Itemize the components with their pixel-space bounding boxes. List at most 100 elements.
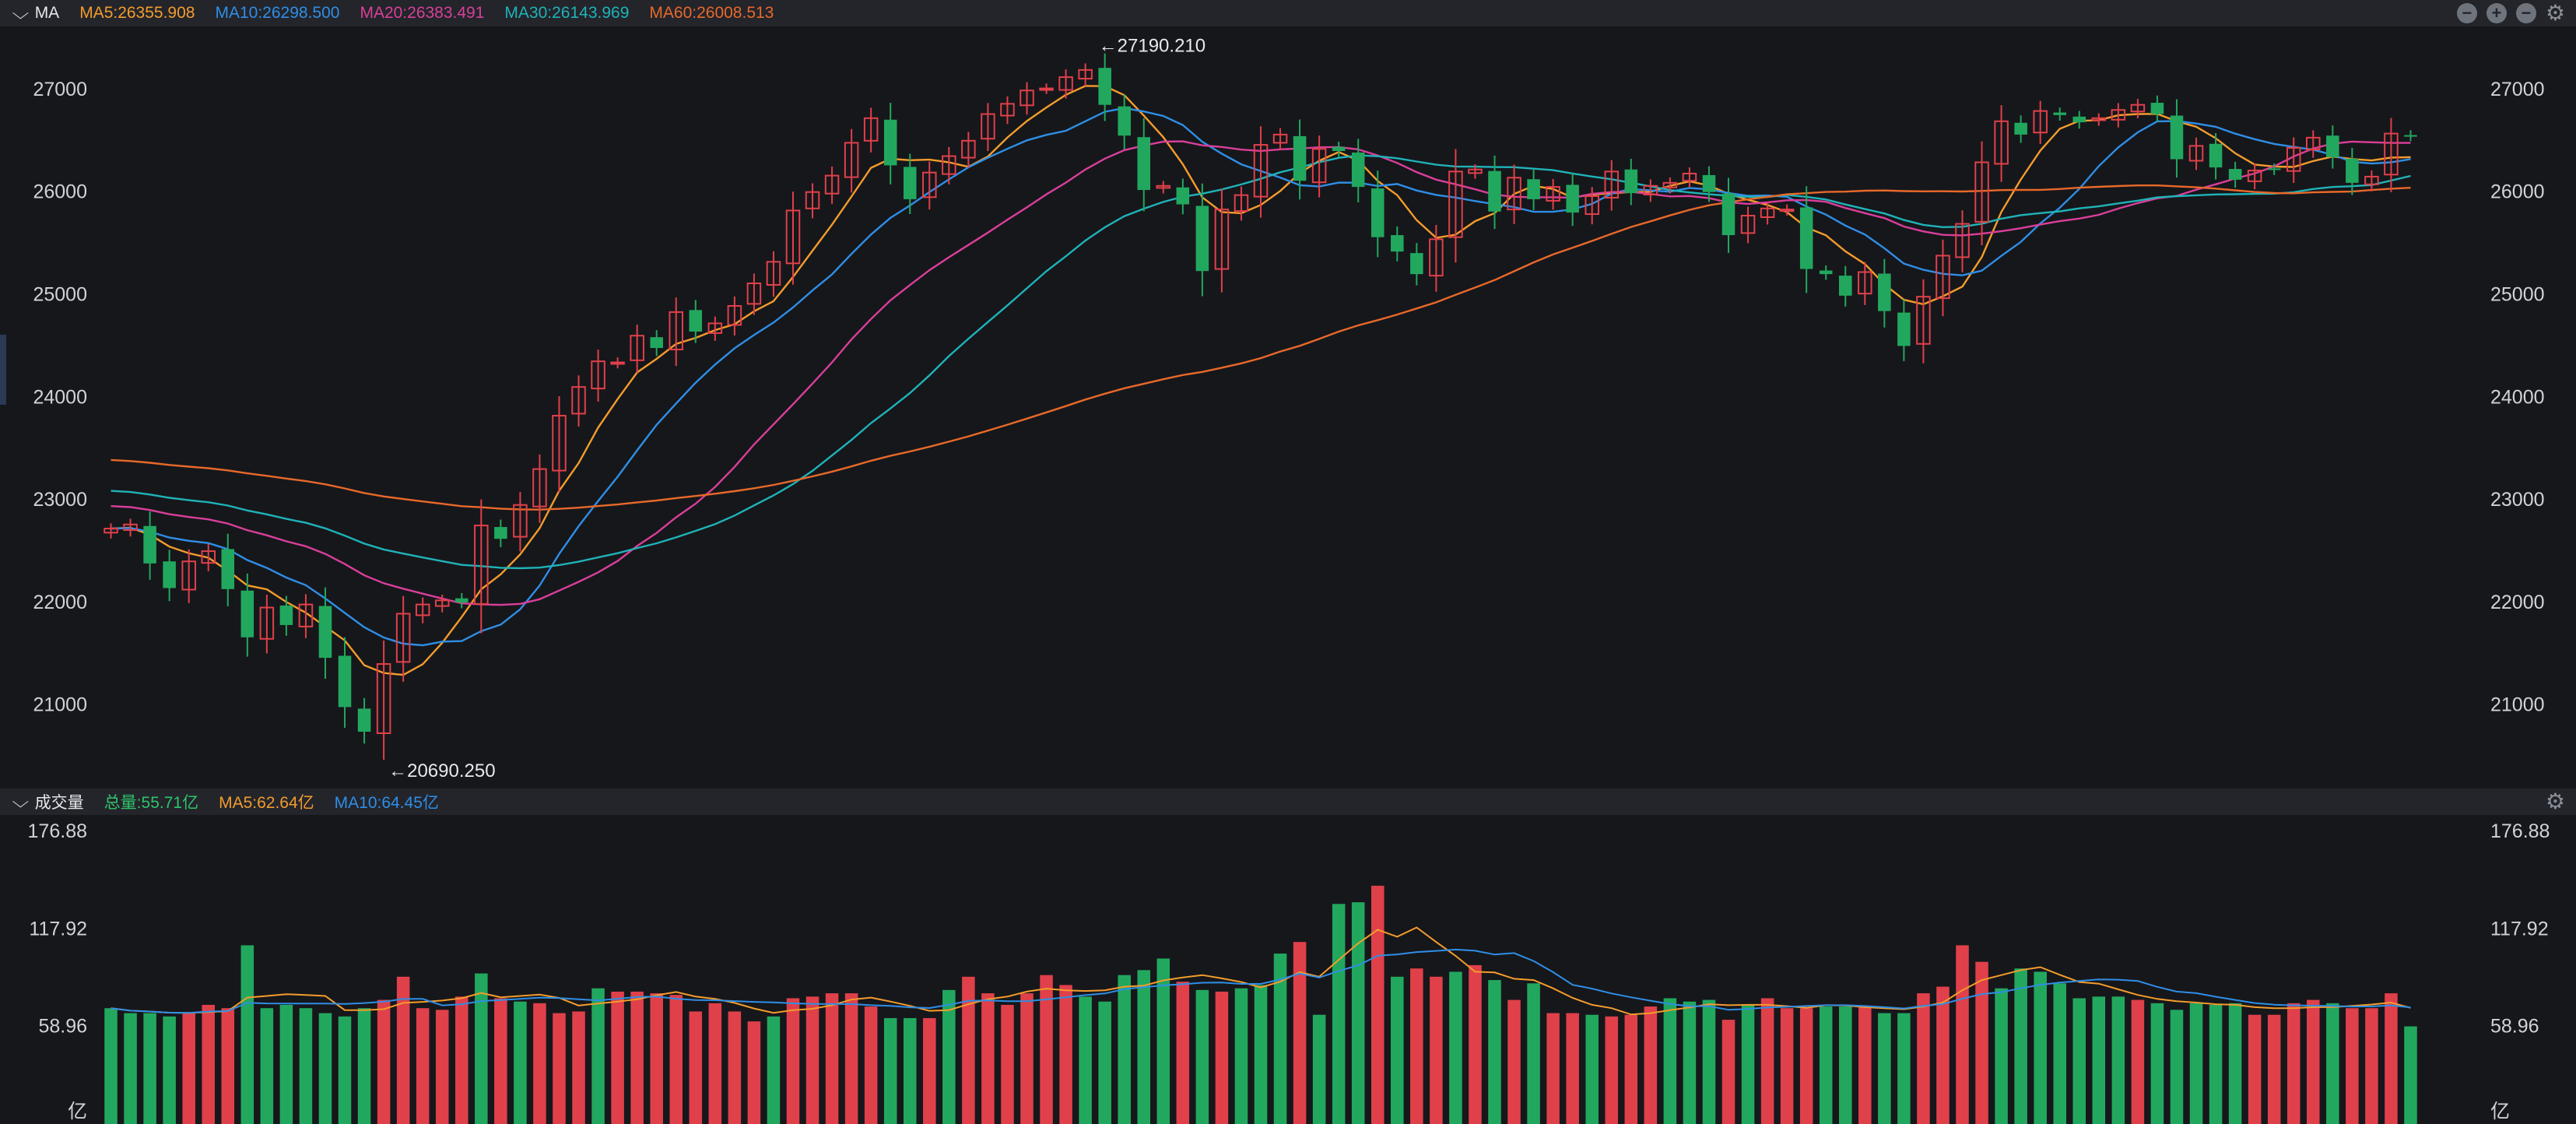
candle-body-down: [1410, 253, 1423, 275]
volume-bars: [104, 885, 2417, 1124]
candle-body-up: [1000, 103, 1015, 117]
volume-bar: [650, 993, 663, 1124]
candle-body-down: [1878, 273, 1891, 311]
candle-body-up: [961, 139, 976, 159]
volume-bar: [163, 1016, 176, 1124]
volume-title[interactable]: 成交量: [34, 794, 84, 812]
volume-bar: [2189, 1003, 2203, 1124]
candle-body-up: [1682, 172, 1697, 182]
candle-body-up: [415, 603, 430, 616]
candle-body-up: [2364, 175, 2379, 185]
volume-bar: [357, 1008, 371, 1124]
volume-bar: [923, 1017, 936, 1124]
candle-body-up: [669, 311, 684, 351]
volume-bar: [2365, 1008, 2378, 1124]
volume-tick-right: 58.96: [2490, 1016, 2539, 1038]
candle-body-up: [1020, 90, 1034, 107]
candle-body-down: [163, 561, 176, 588]
volume-bar: [1079, 996, 1092, 1124]
collapse-icon[interactable]: −: [2456, 3, 2477, 23]
volume-bar: [1644, 1006, 1658, 1124]
candle-body-up: [2111, 109, 2126, 121]
volume-tick-right: 117.92: [2490, 918, 2549, 940]
volume-bar: [1430, 976, 1443, 1124]
volume-tick-left: 117.92: [29, 918, 87, 940]
volume-bar: [338, 1016, 352, 1124]
indicator-title[interactable]: MA: [34, 4, 60, 22]
volume-bar: [2034, 971, 2047, 1124]
volume-bar: [1293, 942, 1307, 1124]
volume-bar: [2072, 998, 2086, 1124]
volume-bar: [2053, 983, 2066, 1124]
candle-body-down: [1527, 179, 1540, 199]
zoom-out-icon[interactable]: −: [2515, 3, 2536, 23]
volume-bar: [435, 1010, 449, 1124]
volume-bar: [2326, 1003, 2339, 1124]
candle-body-up: [2091, 117, 2107, 121]
candle-body-up: [2384, 132, 2399, 176]
volume-bar: [2286, 1003, 2301, 1124]
price-axis: 27000 27000 26000 26000 25000 25000 24000 24000…: [33, 79, 2544, 716]
volume-bar: [2111, 996, 2125, 1124]
legend-vol-ma5: MA5:62.64亿: [219, 794, 314, 812]
volume-bar: [1546, 1013, 1560, 1124]
candle-body-down: [279, 605, 293, 625]
volume-bar: [1332, 904, 1346, 1124]
volume-bar: [1799, 1008, 1813, 1124]
settings-icon[interactable]: ⚙: [2545, 789, 2565, 813]
volume-bar: [1819, 1006, 1833, 1124]
candle-body-down: [2404, 135, 2417, 137]
volume-panel-header: ⌵ 成交量 总量:55.71亿 MA5:62.64亿 MA10:64.45亿 ⚙: [0, 789, 2576, 815]
volume-bar: [475, 973, 488, 1124]
volume-bar: [1176, 982, 1190, 1124]
candle-body-up: [1468, 168, 1483, 174]
volume-bar: [728, 1011, 742, 1124]
price-tick-left: 24000: [33, 386, 87, 408]
volume-bar: [572, 1011, 585, 1124]
candle-body-up: [1546, 186, 1560, 202]
chevron-down-icon[interactable]: ⌵: [12, 3, 30, 23]
volume-bar: [1391, 976, 1404, 1124]
low-price-label: ←20690.250: [388, 760, 495, 782]
ma60-line: [111, 184, 2411, 511]
volume-ma5-line: [111, 926, 2411, 1016]
candle-body-up: [1740, 215, 1756, 234]
candle-body-down: [689, 310, 703, 332]
volume-bar: [1917, 993, 1930, 1124]
volume-bar: [1195, 989, 1209, 1124]
volume-bar: [1156, 958, 1170, 1124]
candle-body-up: [2247, 170, 2262, 182]
volume-bar: [279, 1004, 293, 1124]
volume-bar: [1527, 983, 1540, 1124]
candle-body-up: [1994, 120, 2009, 165]
zoom-in-icon[interactable]: +: [2486, 3, 2507, 23]
volume-bar: [1410, 968, 1423, 1124]
scroll-indicator[interactable]: [0, 335, 6, 405]
volume-bar: [2092, 996, 2106, 1124]
candle-body-up: [2306, 136, 2321, 151]
candle-body-up: [1311, 148, 1327, 184]
volume-tick-left: 176.88: [28, 820, 87, 842]
candle-body-down: [2228, 169, 2242, 180]
volume-bar: [1351, 902, 1365, 1124]
candle-body-down: [1351, 152, 1365, 188]
candle-body-up: [863, 117, 879, 142]
candle-body-down: [1838, 276, 1852, 296]
settings-icon[interactable]: ⚙: [2545, 1, 2565, 25]
candle-body-up: [201, 550, 216, 564]
volume-bar: [514, 1001, 527, 1124]
chevron-down-icon[interactable]: ⌵: [12, 792, 30, 811]
legend-ma60: MA60:26008.513: [649, 4, 774, 22]
candle-body-down: [2209, 143, 2223, 168]
volume-bar: [942, 989, 956, 1124]
volume-bar: [883, 1017, 897, 1124]
volume-bar: [1469, 964, 1482, 1124]
volume-bar: [1118, 975, 1131, 1124]
legend-ma5: MA5:26355.908: [79, 4, 195, 22]
volume-bar: [1956, 945, 1969, 1124]
candle-body-up: [1429, 238, 1444, 277]
candle-body-down: [2150, 103, 2164, 114]
candle-body-up: [630, 335, 644, 361]
